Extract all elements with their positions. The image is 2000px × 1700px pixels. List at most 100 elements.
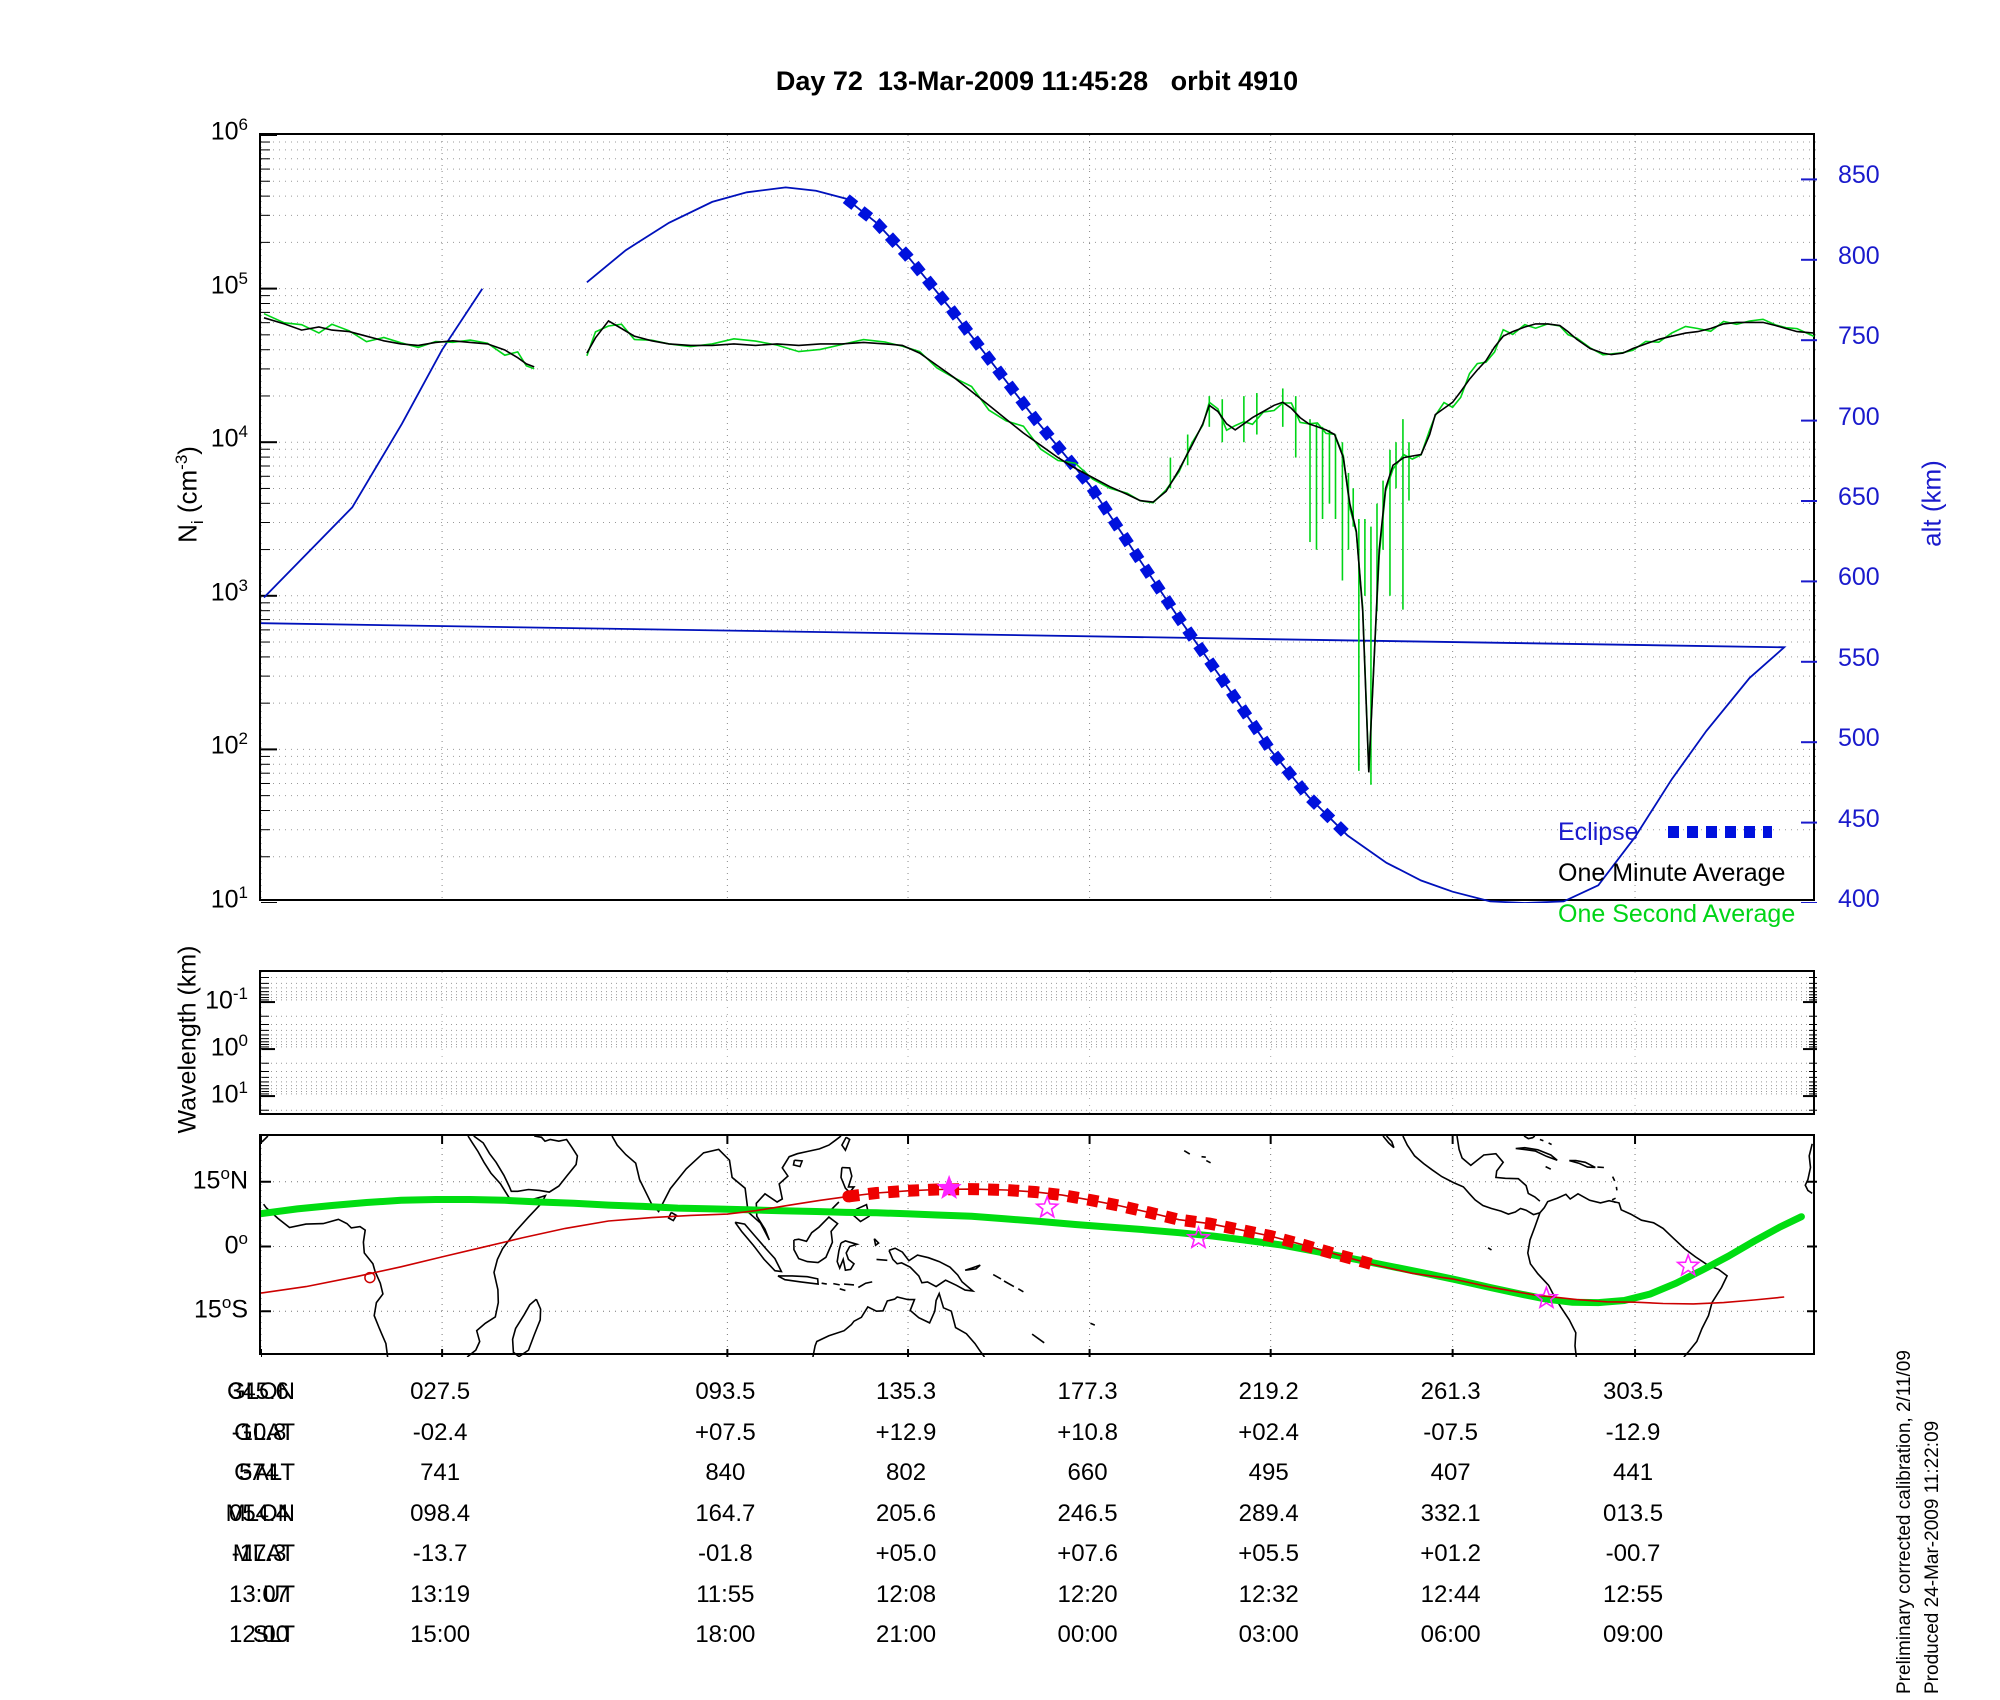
produced-note: Produced 24-Mar-2009 11:22:09 [1922,1420,1943,1694]
coastline [836,1240,860,1272]
eclipse-start-marker [842,1190,855,1203]
table-cell-ut-6: 12:55 [1603,1580,1664,1608]
table-cell-glon-6: 303.5 [1603,1378,1664,1405]
table-cell-ut-3: 12:20 [1057,1580,1118,1608]
table-row-label-slt: SLT [252,1621,295,1648]
coastline [1569,1159,1596,1169]
table-cell-mlat-2: +05.0 [875,1540,937,1567]
table-cell-slt-3: 00:00 [1057,1621,1118,1648]
table-cell-ut-2: 12:08 [876,1580,937,1608]
table-cell-ut-4: 12:32 [1238,1580,1299,1608]
legend-one-second: One Second Average [1558,900,1796,928]
coastline [262,1203,389,1357]
one-second-average [586,318,1815,771]
coastline [857,1281,873,1289]
table-cell-ut-0: 13:19 [410,1580,471,1608]
ni-tick-10e6: 106 [210,115,248,146]
table-row-label-mlat: MLAT [232,1540,295,1567]
coastline [844,1283,855,1286]
station-star-christmas-island [1185,1224,1212,1250]
ni-tick-10e1: 101 [210,883,248,914]
orbit-end-marker [364,1271,376,1284]
coastline [1487,1247,1492,1251]
table-row-label-glat: GLAT [234,1418,295,1446]
coastline [793,1216,839,1264]
coastline [261,1136,269,1143]
table-cell-galt-4: 495 [1248,1459,1289,1486]
table-cell-slt-1: 18:00 [695,1621,756,1648]
ni-tick-10e3: 103 [210,575,248,607]
ni-tick-10e2: 102 [210,729,248,760]
table-cell-galt-2: 802 [886,1459,927,1486]
station-star-guam [936,1174,962,1199]
coastline [1526,1212,1578,1357]
map-lat-tick-1: 0o [224,1228,248,1259]
altitude-curve-end [263,288,484,599]
alt-tick-600: 600 [1838,563,1880,592]
alt-tick-700: 700 [1838,402,1880,431]
table-cell-ut-1: 11:55 [696,1580,755,1608]
table-row-label-ut: UT [263,1580,295,1608]
one-second-average-end [263,312,535,370]
table-cell-glat-5: -07.5 [1423,1418,1478,1446]
coastline [1523,1136,1536,1140]
table-row-label-mlon: MLON [225,1499,295,1527]
alt-axis-label: alt (km) [1916,460,1947,547]
table-cell-galt-5: 407 [1430,1459,1471,1486]
coastline [1612,1200,1616,1204]
table-cell-mlat-0: -13.7 [412,1540,468,1567]
coastline [1515,1146,1558,1161]
wavelength-tick-10e1: 101 [210,1078,248,1109]
table-cell-glat-1: +07.5 [694,1418,756,1446]
table-cell-galt-6: 441 [1613,1459,1654,1486]
station-star-jicamarca [1533,1284,1560,1310]
table-cell-mlon-5: 332.1 [1420,1499,1481,1527]
table-cell-glon-5: 261.3 [1420,1378,1481,1405]
coastline [1611,1197,1616,1201]
station-star-sao-luis [1675,1252,1701,1277]
alt-tick-450: 450 [1838,804,1880,833]
table-cell-slt-5: 06:00 [1420,1621,1481,1648]
table-cell-mlat-6: -00.7 [1605,1540,1661,1567]
coastline [1539,1138,1544,1142]
coastline [734,1221,783,1273]
coastline [466,1136,547,1357]
coastline [1205,1159,1211,1164]
eclipse-ground-track [847,1183,1376,1271]
table-cell-mlat-7: -17.3 [231,1540,287,1567]
coastline [992,1273,1002,1280]
legend-eclipse-dash-sample [1668,826,1772,838]
table-cell-slt-4: 03:00 [1238,1621,1299,1648]
table-cell-ut-7: 13:07 [228,1580,290,1608]
table-cell-mlon-2: 205.6 [876,1499,937,1527]
table-row-label-glon: GLON [226,1378,295,1405]
ground-track-map-svg [261,1136,1817,1357]
alt-tick-750: 750 [1838,322,1880,351]
coastline [839,1288,846,1292]
eclipse-dashed-segment [842,194,1352,840]
one-minute-average-end [263,317,535,368]
table-cell-mlon-4: 289.4 [1238,1499,1299,1527]
ni-alt-chart-svg [261,135,1817,903]
table-cell-slt-2: 21:00 [876,1621,937,1648]
coastline [840,1136,851,1152]
ni-axis-label-base: N [172,524,203,543]
alt-tick-650: 650 [1838,483,1880,511]
coastline [821,1282,827,1285]
coastline [1804,1143,1813,1195]
coastline [876,1258,888,1262]
map-lat-tick-0: 15oN [192,1163,248,1195]
coastline [611,1136,842,1241]
table-cell-glat-2: +12.9 [875,1418,937,1446]
coastline [1611,1176,1616,1182]
coastline [833,1282,840,1286]
coastline [964,1264,981,1271]
coastline [473,1136,579,1193]
table-cell-slt-6: 09:00 [1603,1621,1664,1648]
coastline [1201,1155,1206,1158]
coastline [511,1298,542,1357]
coastline [1382,1136,1395,1149]
table-cell-glat-4: +02.4 [1238,1418,1300,1446]
map-lat-tick-2: 15oS [194,1293,248,1324]
